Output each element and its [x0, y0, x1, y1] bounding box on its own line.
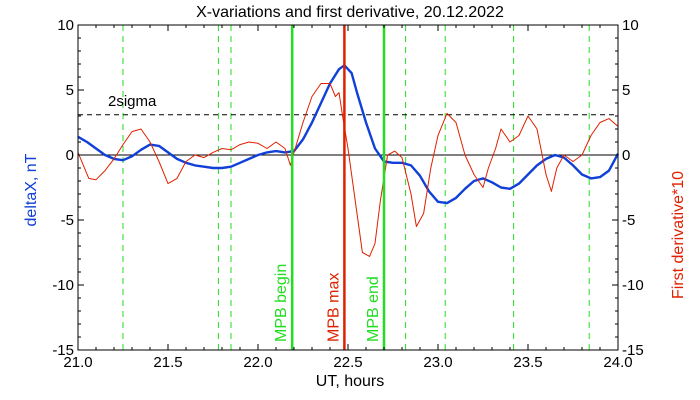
x-tick-label: 24.0 — [603, 354, 632, 371]
series-lines — [77, 64, 620, 257]
y-left-tick-label: -10 — [52, 277, 74, 294]
y-left-tick-label: -5 — [61, 212, 74, 229]
x-axis-ticks: 21.0 21.5 22.0 22.5 23.0 23.5 24.0 — [63, 25, 633, 371]
dashed-marker-lines — [122, 25, 590, 350]
deltax-series-line — [77, 64, 620, 205]
y-right-tick-label: -5 — [622, 212, 635, 229]
x-tick-label: 22.0 — [243, 354, 272, 371]
x-tick-label: 21.0 — [63, 354, 92, 371]
y-left-tick-label: 0 — [66, 147, 74, 164]
x-axis-label: UT, hours — [316, 373, 384, 390]
event-markers: MPB begin MPB max MPB end — [273, 25, 386, 350]
event-marker-label: MPB begin — [273, 264, 290, 342]
sigma-label: 2sigma — [108, 93, 157, 110]
y-left-tick-label: 5 — [66, 82, 74, 99]
y-right-tick-label: -15 — [622, 342, 644, 359]
plot-frame — [77, 24, 619, 351]
y-axis-label-left: deltaX, nT — [23, 153, 40, 226]
chart-title: X-variations and first derivative, 20.12… — [196, 4, 504, 21]
y-right-tick-label: 0 — [622, 147, 630, 164]
derivative-series-line — [77, 83, 619, 257]
x-tick-label: 22.5 — [333, 354, 362, 371]
y-axis-label-right: First derivative*10 — [670, 171, 687, 299]
x-tick-label: 23.5 — [513, 354, 542, 371]
x-tick-label: 21.5 — [153, 354, 182, 371]
reference-lines — [78, 114, 618, 156]
axes — [77, 24, 619, 351]
y-left-tick-label: -15 — [52, 342, 74, 359]
event-marker-label: MPB max — [325, 273, 342, 342]
y-right-axis-ticks: 10 5 0 -5 -10 -15 — [612, 17, 644, 359]
x-tick-label: 23.0 — [423, 354, 452, 371]
event-marker-label: MPB end — [365, 276, 382, 342]
y-right-tick-label: 5 — [622, 82, 630, 99]
y-right-tick-label: -10 — [622, 277, 644, 294]
y-left-tick-label: 10 — [57, 17, 74, 34]
y-right-tick-label: 10 — [622, 17, 639, 34]
y-left-axis-ticks: 10 5 0 -5 -10 -15 — [52, 17, 84, 359]
